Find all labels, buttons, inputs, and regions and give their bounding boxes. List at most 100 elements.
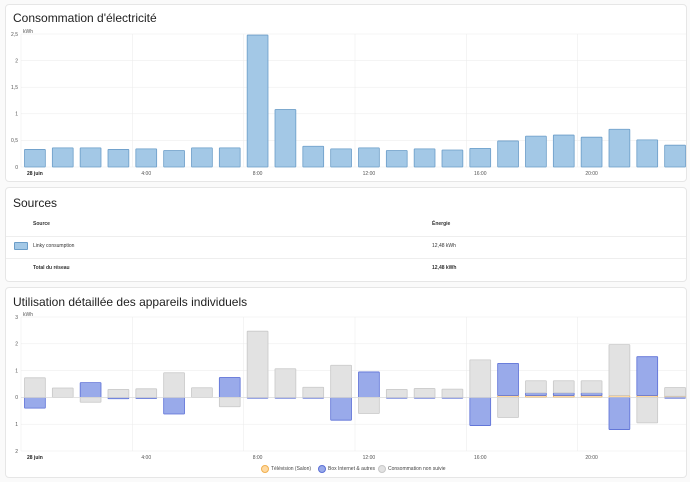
device-usage-bar — [79, 382, 102, 398]
consumption-bar — [191, 147, 213, 168]
source-row-value: 12,48 kWh — [432, 243, 456, 249]
device-usage-bar — [636, 356, 659, 396]
y-tick-label: 1,5 — [11, 85, 18, 91]
sources-card: Sources Source Énergie Linky consumption… — [5, 187, 687, 282]
consumption-bar — [218, 147, 241, 168]
consumption-chart[interactable]: 0 0,5 1 1,5 2 2,5 kWh 28 juin 4:00 8:00 12:00 16:00… — [6, 5, 686, 183]
x-tick-label: 4:00 — [141, 171, 151, 177]
device-usage-bar — [24, 377, 46, 398]
legend-color-dot — [261, 465, 269, 473]
legend-color-dot — [378, 465, 386, 473]
device-usage-title: Utilisation détaillée des appareils indi… — [13, 295, 248, 309]
consumption-bar — [107, 149, 130, 168]
device-usage-bar — [135, 388, 158, 398]
legend-item[interactable]: Consommation non suivie — [378, 465, 446, 473]
y-tick-label: 2,5 — [11, 32, 18, 38]
device-usage-bar — [608, 344, 631, 396]
linky-color-swatch[interactable] — [14, 242, 28, 250]
header-divider — [6, 236, 686, 237]
consumption-bar — [497, 140, 519, 168]
y-tick-label: 2 — [15, 449, 18, 455]
device-usage-bar — [191, 387, 213, 398]
consumption-bar — [51, 147, 74, 168]
legend-label: Box Internet & autres — [328, 466, 375, 472]
consumption-bar — [135, 148, 158, 168]
legend-label: Consommation non suivie — [388, 466, 446, 472]
device-usage-bar — [525, 392, 547, 396]
device-usage-bar — [469, 359, 492, 398]
source-column-header: Source — [33, 221, 50, 227]
source-row-name: Linky consumption — [33, 243, 75, 249]
device-usage-bar — [302, 386, 325, 398]
y-tick-label: 2 — [15, 58, 18, 64]
grid-total-label: Total du réseau — [33, 265, 70, 271]
device-usage-chart[interactable]: 3 2 1 0 1 2 kWh 28 juin 4:00 8:00 12:00 16:00 20:00 — [6, 288, 686, 466]
y-tick-label: 1 — [15, 112, 18, 118]
y-tick-label: 2 — [15, 342, 18, 348]
consumption-bar — [413, 148, 436, 168]
consumption-bar — [525, 135, 547, 168]
consumption-bar — [330, 148, 352, 168]
x-tick-label: 20:00 — [585, 455, 598, 461]
device-usage-bar — [218, 377, 241, 398]
consumption-bar — [274, 109, 297, 168]
consumption-bar — [79, 147, 102, 168]
legend-color-dot — [318, 465, 326, 473]
device-usage-bar — [163, 397, 185, 415]
sources-title: Sources — [13, 196, 58, 210]
device-usage-bar — [497, 362, 519, 396]
device-usage-bar — [413, 388, 436, 398]
y-tick-label: 1 — [15, 422, 18, 428]
consumption-bar — [664, 144, 686, 168]
device-usage-bar — [525, 380, 547, 394]
device-usage-bar — [552, 392, 575, 396]
device-usage-bar — [107, 388, 130, 398]
x-tick-label: 8:00 — [253, 455, 263, 461]
row-divider — [6, 258, 686, 259]
device-usage-bar — [636, 397, 659, 424]
legend-item[interactable]: Box Internet & autres — [318, 465, 375, 473]
x-tick-label: 16:00 — [474, 455, 487, 461]
device-usage-bar — [218, 397, 241, 408]
energy-column-header: Énergie — [432, 221, 451, 227]
consumption-bar — [163, 150, 185, 168]
device-usage-bar — [358, 397, 380, 414]
device-usage-bar — [580, 392, 603, 396]
y-unit-label: kWh — [23, 312, 33, 318]
device-usage-bar — [497, 397, 519, 418]
y-tick-label: 3 — [15, 315, 18, 321]
device-usage-bar — [51, 387, 74, 398]
consumption-bar — [358, 147, 380, 168]
device-usage-bar — [246, 330, 269, 398]
x-tick-label: 28 juin — [27, 171, 43, 177]
device-usage-bar — [274, 368, 297, 398]
device-usage-bar — [385, 388, 408, 398]
consumption-bar — [302, 145, 325, 168]
device-usage-bar — [580, 380, 603, 394]
y-tick-label: 0,5 — [11, 138, 18, 144]
consumption-bar — [246, 34, 269, 168]
grid-total-value: 12,48 kWh — [432, 265, 457, 271]
consumption-bar — [385, 150, 408, 168]
x-tick-label: 16:00 — [474, 171, 487, 177]
consumption-bar — [552, 134, 575, 168]
consumption-card: Consommation d'électricité 0 0,5 1 1,5 2 2,5 k… — [5, 4, 687, 182]
legend-item[interactable]: Télévision (Salon) — [261, 465, 311, 473]
y-tick-label: 0 — [15, 395, 18, 401]
device-usage-bar — [163, 372, 185, 398]
y-tick-label: 0 — [15, 165, 18, 171]
x-tick-label: 20:00 — [585, 171, 598, 177]
x-tick-label: 12:00 — [363, 171, 376, 177]
consumption-bar — [24, 149, 46, 168]
consumption-bar — [580, 136, 603, 168]
device-usage-bar — [469, 397, 492, 426]
y-unit-label: kWh — [23, 29, 33, 35]
consumption-bar — [441, 149, 464, 168]
device-usage-bar — [330, 364, 352, 398]
device-usage-bar — [330, 397, 352, 421]
device-usage-bar — [552, 380, 575, 394]
device-usage-bar — [441, 388, 464, 398]
consumption-bar — [608, 128, 631, 168]
device-usage-bar — [608, 397, 631, 430]
consumption-title: Consommation d'électricité — [13, 11, 157, 25]
